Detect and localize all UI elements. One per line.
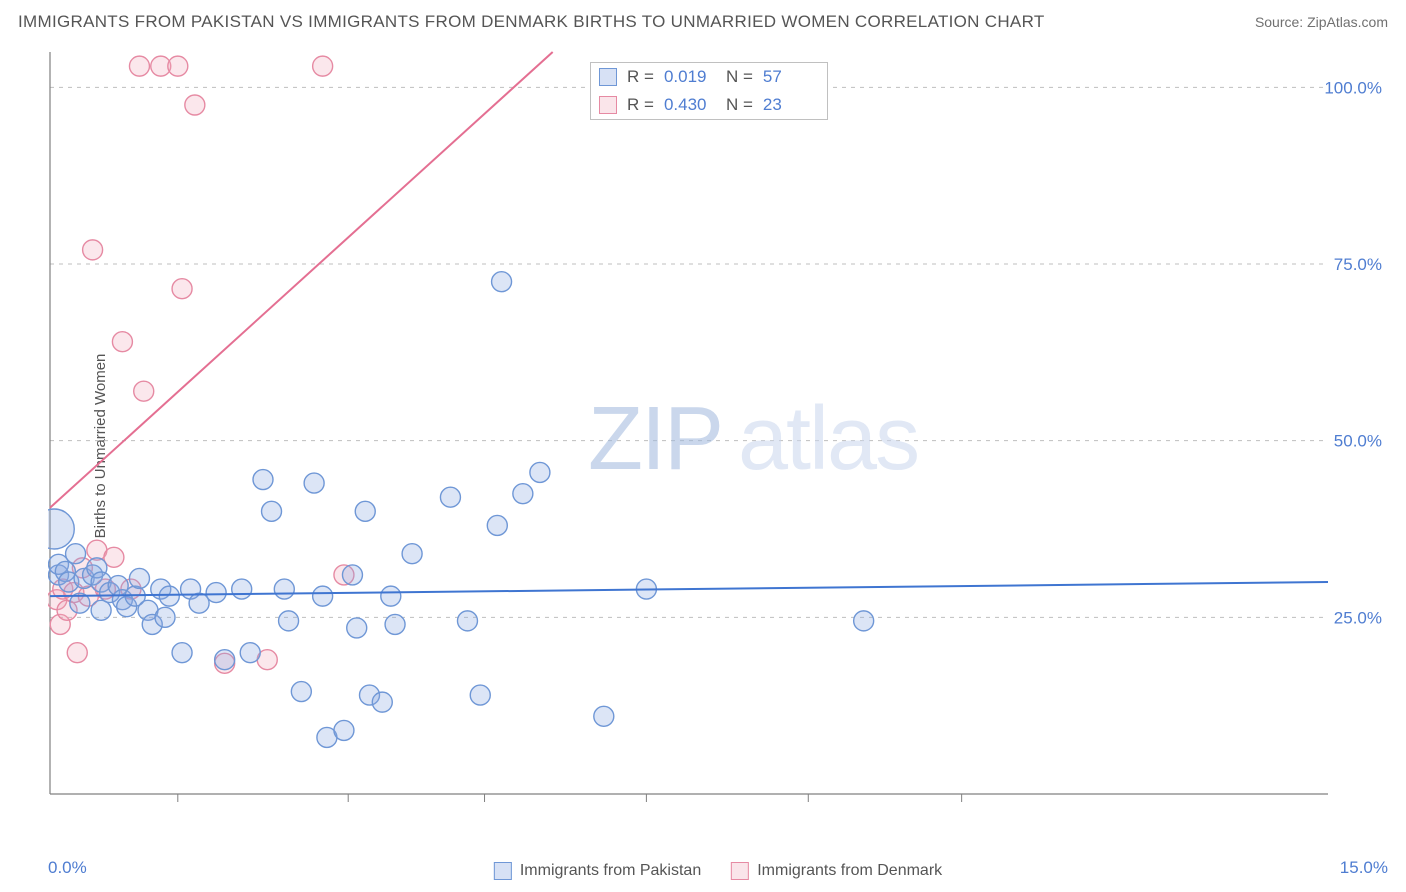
swatch-blue-icon <box>494 862 512 880</box>
stats-row-denmark: R = 0.430 N = 23 <box>591 91 827 119</box>
stats-n-label: N = <box>726 67 753 87</box>
svg-text:50.0%: 50.0% <box>1334 432 1382 451</box>
stats-n-value: 57 <box>763 67 815 87</box>
svg-text:25.0%: 25.0% <box>1334 608 1382 627</box>
stats-box: R = 0.019 N = 57 R = 0.430 N = 23 <box>590 62 828 120</box>
x-min-label: 0.0% <box>48 858 87 878</box>
legend-label: Immigrants from Denmark <box>757 862 942 880</box>
svg-text:100.0%: 100.0% <box>1324 78 1382 97</box>
legend-item-denmark: Immigrants from Denmark <box>731 862 942 880</box>
stats-r-value: 0.430 <box>664 95 716 115</box>
stats-row-pakistan: R = 0.019 N = 57 <box>591 63 827 91</box>
stats-r-label: R = <box>627 95 654 115</box>
chart-svg: 25.0% 50.0% 75.0% 100.0% ZIPatlas <box>48 44 1388 814</box>
swatch-pink-icon <box>731 862 749 880</box>
x-axis-bar: 0.0% Immigrants from Pakistan Immigrants… <box>48 850 1388 880</box>
stats-r-value: 0.019 <box>664 67 716 87</box>
stats-n-label: N = <box>726 95 753 115</box>
svg-text:ZIP: ZIP <box>588 389 722 489</box>
chart-title: IMMIGRANTS FROM PAKISTAN VS IMMIGRANTS F… <box>18 12 1045 32</box>
swatch-blue-icon <box>599 68 617 86</box>
plot-area: 25.0% 50.0% 75.0% 100.0% ZIPatlas R = 0.019 … <box>48 44 1388 814</box>
stats-r-label: R = <box>627 67 654 87</box>
swatch-pink-icon <box>599 96 617 114</box>
stats-n-value: 23 <box>763 95 815 115</box>
title-bar: IMMIGRANTS FROM PAKISTAN VS IMMIGRANTS F… <box>18 12 1388 32</box>
svg-text:atlas: atlas <box>738 389 918 489</box>
svg-text:75.0%: 75.0% <box>1334 255 1382 274</box>
legend-bottom: Immigrants from Pakistan Immigrants from… <box>494 862 942 880</box>
legend-label: Immigrants from Pakistan <box>520 862 701 880</box>
legend-item-pakistan: Immigrants from Pakistan <box>494 862 701 880</box>
source-label: Source: ZipAtlas.com <box>1255 14 1388 30</box>
x-max-label: 15.0% <box>1340 858 1388 878</box>
